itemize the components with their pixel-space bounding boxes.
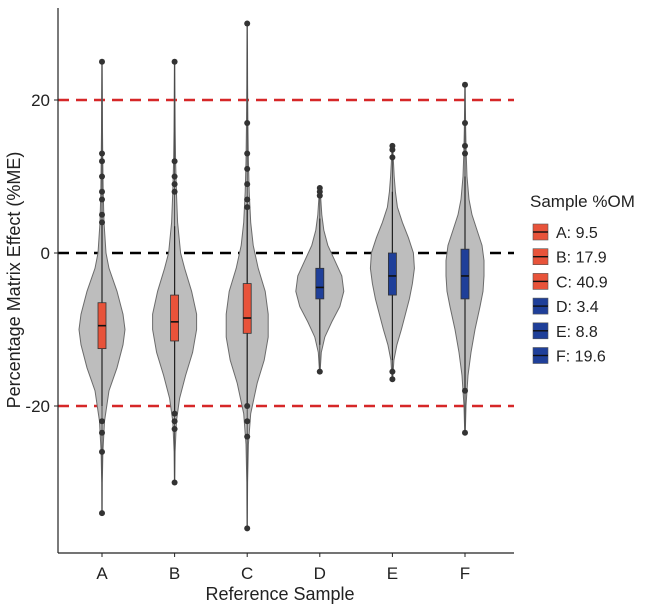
outlier-point <box>244 20 251 27</box>
x-ticks: A B C D E F <box>96 553 470 583</box>
outlier-point <box>462 429 468 436</box>
violin-group-d <box>295 184 345 375</box>
outlier-point <box>99 429 105 436</box>
outlier-point <box>99 510 105 517</box>
outlier-point <box>171 173 178 180</box>
x-tick-label: A <box>96 564 108 583</box>
outlier-point <box>99 448 105 455</box>
outlier-point <box>171 58 178 65</box>
legend-entry: D: 3.4 <box>532 297 599 316</box>
violin-group-a <box>78 58 126 517</box>
box-d <box>315 267 325 300</box>
outlier-point <box>244 150 251 157</box>
legend-label: E: 8.8 <box>556 324 598 341</box>
outlier-point <box>244 403 251 409</box>
outlier-point <box>462 150 468 157</box>
outlier-point <box>244 433 251 440</box>
legend-label: D: 3.4 <box>556 299 599 316</box>
outlier-point <box>99 173 105 180</box>
outlier-point <box>171 425 178 432</box>
y-tick-label: 20 <box>31 91 50 110</box>
x-tick-label: C <box>241 564 253 583</box>
legend-entry: B: 17.9 <box>532 248 607 267</box>
violin-group-e <box>369 142 415 383</box>
outlier-point <box>244 181 251 188</box>
outlier-point <box>171 410 178 417</box>
outlier-point <box>244 525 251 532</box>
violin-group-c <box>225 20 269 532</box>
outlier-point <box>389 368 396 375</box>
outlier-point <box>99 150 105 157</box>
legend-label: C: 40.9 <box>556 274 608 291</box>
legend-label: A: 9.5 <box>556 225 598 242</box>
violin-group-f <box>445 81 485 436</box>
outlier-point <box>389 146 396 153</box>
y-ticks: -20 0 20 <box>25 91 58 416</box>
outlier-point <box>244 196 251 203</box>
axes: -20 0 20 A B C D E F <box>25 8 514 583</box>
legend: Sample %OM A: 9.5 B: 17.9 C: 40.9 D: 3.4 E: … <box>530 192 635 366</box>
outlier-point <box>462 387 468 394</box>
violins <box>78 20 485 532</box>
y-tick-label: -20 <box>25 397 50 416</box>
outlier-point <box>171 479 178 486</box>
outlier-point <box>99 219 105 226</box>
legend-label: F: 19.6 <box>556 349 606 366</box>
outlier-point <box>99 196 105 203</box>
outlier-point <box>462 81 468 88</box>
outlier-point <box>99 58 105 65</box>
y-axis-title: Percentage Matrix Effect (%ME) <box>4 152 24 409</box>
legend-entry: E: 8.8 <box>532 322 598 341</box>
outlier-point <box>462 119 468 126</box>
legend-entry: C: 40.9 <box>532 273 608 291</box>
x-axis-title: Reference Sample <box>205 584 354 604</box>
outlier-point <box>462 142 468 149</box>
x-tick-label: E <box>387 564 398 583</box>
outlier-point <box>99 418 105 425</box>
outlier-point <box>389 154 396 161</box>
x-tick-label: D <box>314 564 326 583</box>
box-e <box>387 252 397 296</box>
outlier-point <box>171 188 178 195</box>
outlier-point <box>244 119 251 126</box>
reference-lines <box>58 98 514 408</box>
outlier-point <box>244 418 251 425</box>
outlier-point <box>171 418 178 425</box>
y-tick-label: 0 <box>41 244 50 263</box>
legend-label: B: 17.9 <box>556 250 607 267</box>
box-b <box>170 294 180 342</box>
outlier-point <box>171 158 178 165</box>
violin-group-b <box>152 58 198 486</box>
outlier-point <box>99 211 105 218</box>
x-tick-label: B <box>169 564 180 583</box>
outlier-point <box>171 181 178 188</box>
box-f <box>460 248 470 300</box>
outlier-point <box>389 376 396 383</box>
outlier-point <box>244 204 251 211</box>
box-c <box>242 283 252 334</box>
x-tick-label: F <box>460 564 470 583</box>
outlier-point <box>244 165 251 172</box>
outlier-point <box>99 158 105 165</box>
outlier-point <box>316 368 323 375</box>
legend-title: Sample %OM <box>530 192 635 211</box>
legend-entry: F: 19.6 <box>532 347 606 366</box>
outlier-point <box>316 192 323 199</box>
outlier-point <box>99 188 105 195</box>
legend-entry: A: 9.5 <box>532 223 598 242</box>
